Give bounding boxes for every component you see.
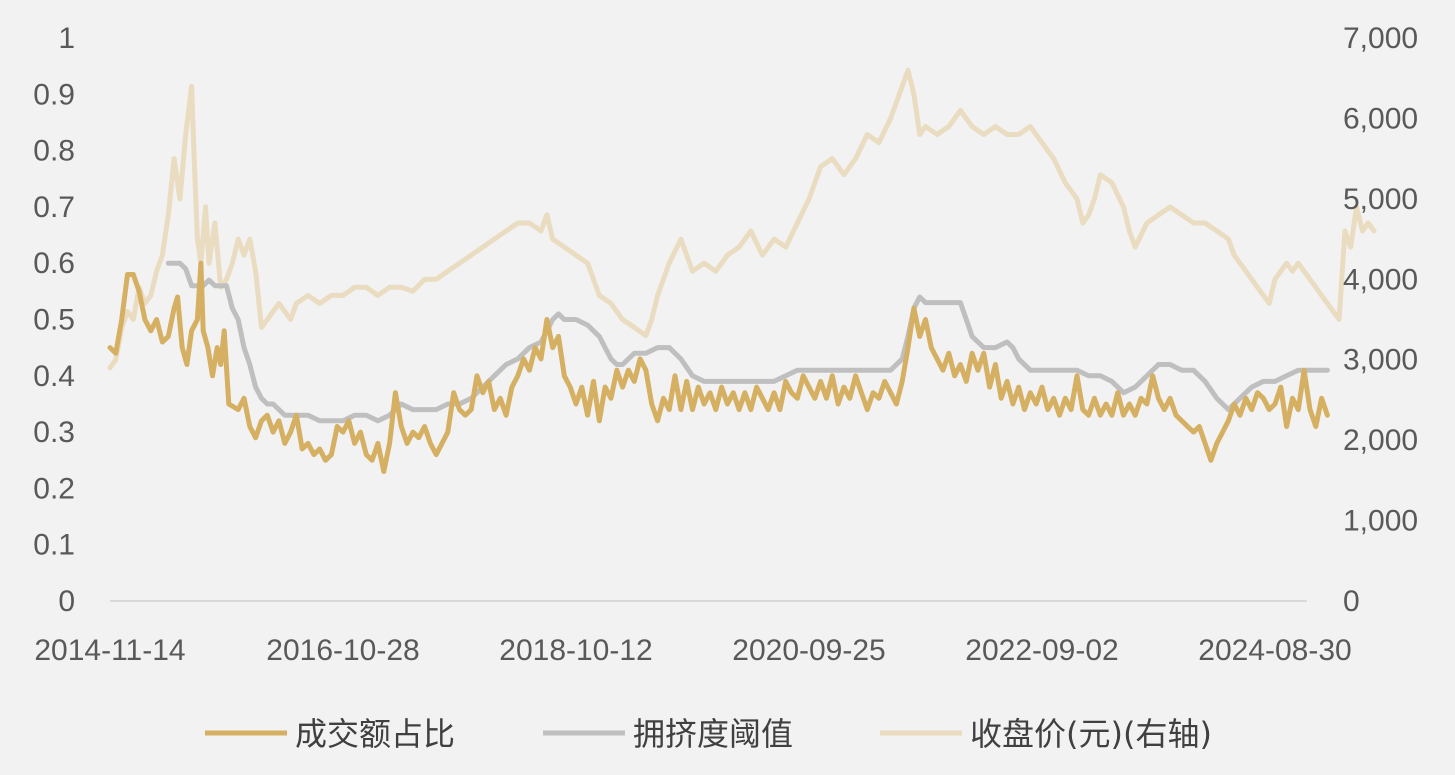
legend-label: 成交额占比 bbox=[295, 715, 455, 753]
y-right-tick-label: 5,000 bbox=[1343, 183, 1418, 216]
y-left-tick-label: 0.1 bbox=[33, 529, 75, 562]
x-tick-label: 2014-11-14 bbox=[34, 634, 185, 667]
x-tick-label: 2020-09-25 bbox=[732, 634, 885, 667]
y-right-tick-label: 6,000 bbox=[1343, 102, 1418, 135]
y-left-tick-label: 0.3 bbox=[33, 416, 75, 449]
y-left-tick-label: 0.5 bbox=[33, 304, 75, 337]
x-tick-label: 2024-08-30 bbox=[1198, 634, 1351, 667]
y-left-tick-label: 0.7 bbox=[33, 191, 75, 224]
legend-label: 拥挤度阈值 bbox=[633, 715, 793, 753]
y-left-tick-label: 0.8 bbox=[33, 135, 75, 168]
y-right-tick-label: 0 bbox=[1343, 585, 1360, 618]
series-line-0 bbox=[107, 260, 1330, 474]
y-left-tick-label: 0.6 bbox=[33, 247, 75, 280]
y-left-tick-label: 0 bbox=[58, 585, 75, 618]
y-right-tick-label: 1,000 bbox=[1343, 505, 1418, 538]
y-right-tick-label: 7,000 bbox=[1343, 22, 1418, 55]
series-line-2 bbox=[107, 67, 1377, 371]
y-right-tick-label: 3,000 bbox=[1343, 344, 1418, 377]
y-left-tick-label: 1 bbox=[58, 22, 75, 55]
series-line-1 bbox=[165, 260, 1330, 424]
y-left-tick-label: 0.4 bbox=[33, 360, 75, 393]
y-right-tick-label: 4,000 bbox=[1343, 263, 1418, 296]
legend: 成交额占比 拥挤度阈值 收盘价(元)(右轴) bbox=[205, 715, 1212, 753]
x-tick-label: 2018-10-12 bbox=[499, 634, 652, 667]
y-left-tick-label: 0.9 bbox=[33, 78, 75, 111]
y-left-tick-label: 0.2 bbox=[33, 472, 75, 505]
legend-label: 收盘价(元)(右轴) bbox=[970, 715, 1212, 753]
x-tick-label: 2016-10-28 bbox=[266, 634, 419, 667]
y-right-tick-label: 2,000 bbox=[1343, 424, 1418, 457]
x-tick-label: 2022-09-02 bbox=[965, 634, 1118, 667]
